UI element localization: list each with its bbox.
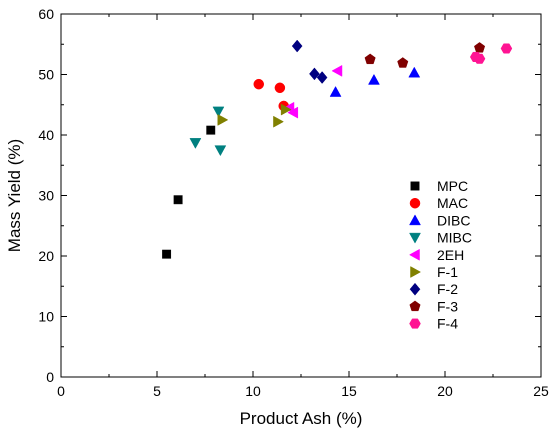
legend-marker xyxy=(410,266,422,278)
legend-marker xyxy=(409,318,421,329)
data-point xyxy=(500,43,513,54)
series-f-2 xyxy=(291,39,328,84)
legend-label: MAC xyxy=(437,195,468,211)
data-point xyxy=(397,57,409,68)
data-point xyxy=(280,103,292,116)
legend-item: MAC xyxy=(409,195,468,211)
data-point xyxy=(364,53,376,65)
y-tick-label: 40 xyxy=(38,127,54,143)
legend-label: F-3 xyxy=(437,298,458,314)
legend-item: MPC xyxy=(410,178,468,194)
y-tick-label: 30 xyxy=(38,188,54,204)
series-dibc xyxy=(329,66,421,97)
legend-marker xyxy=(409,282,421,296)
x-tick-label: 20 xyxy=(437,383,453,399)
x-axis-label: Product Ash (%) xyxy=(240,409,363,428)
legend-item: F-3 xyxy=(409,298,458,314)
data-point xyxy=(273,115,284,128)
legend-item: F-4 xyxy=(409,316,458,332)
data-point xyxy=(408,66,421,78)
data-point xyxy=(253,78,265,90)
data-point xyxy=(214,145,227,157)
x-tick-label: 15 xyxy=(341,383,357,399)
y-tick-label: 10 xyxy=(38,309,54,325)
legend-item: DIBC xyxy=(409,212,470,228)
data-point xyxy=(217,113,229,126)
legend-marker xyxy=(408,248,420,261)
x-tick-label: 10 xyxy=(245,383,261,399)
data-point xyxy=(316,71,328,84)
data-point xyxy=(331,64,343,77)
data-point xyxy=(287,106,299,119)
series-f-4 xyxy=(469,43,513,64)
data-points xyxy=(162,39,513,259)
y-tick-label: 60 xyxy=(38,6,54,22)
legend-item: 2EH xyxy=(408,247,464,263)
legend-label: F-1 xyxy=(437,264,458,280)
legend-label: MPC xyxy=(437,178,468,194)
x-tick-label: 25 xyxy=(533,383,549,399)
x-axis-ticks: 0 5 10 15 20 25 xyxy=(57,14,549,399)
data-point xyxy=(368,73,380,85)
data-point xyxy=(189,138,202,149)
y-tick-label: 50 xyxy=(38,67,54,83)
legend-label: F-2 xyxy=(437,281,458,297)
data-point xyxy=(212,106,225,118)
series-f-1 xyxy=(217,103,292,128)
legend-item: F-2 xyxy=(409,281,458,297)
data-point xyxy=(291,39,303,53)
data-point xyxy=(329,86,342,97)
legend-marker xyxy=(409,197,421,209)
series-mibc xyxy=(189,106,227,157)
legend-marker xyxy=(409,214,421,226)
legend-item: MIBC xyxy=(409,230,472,246)
x-tick-label: 5 xyxy=(153,383,161,399)
legend-label: 2EH xyxy=(437,247,464,263)
data-point xyxy=(274,82,286,94)
legend-marker xyxy=(409,300,421,312)
legend-label: MIBC xyxy=(437,230,472,246)
y-tick-label: 20 xyxy=(38,248,54,264)
plot-frame xyxy=(60,13,542,378)
data-point xyxy=(473,53,486,64)
data-point xyxy=(162,249,172,259)
data-point xyxy=(474,42,486,53)
y-axis-label: Mass Yield (%) xyxy=(5,139,24,252)
series-f-3 xyxy=(364,42,486,68)
legend-marker xyxy=(410,181,420,191)
series-mpc xyxy=(162,125,216,259)
x-tick-label: 0 xyxy=(57,383,65,399)
legend-label: F-4 xyxy=(437,316,458,332)
data-point xyxy=(309,67,320,81)
data-point xyxy=(173,195,183,205)
legend-marker xyxy=(409,232,421,244)
y-tick-label: 0 xyxy=(46,369,54,385)
data-point xyxy=(206,125,216,135)
legend-item: F-1 xyxy=(410,264,458,280)
y-axis-ticks: 0 10 20 30 40 50 60 xyxy=(38,6,541,385)
legend-label: DIBC xyxy=(437,212,470,228)
